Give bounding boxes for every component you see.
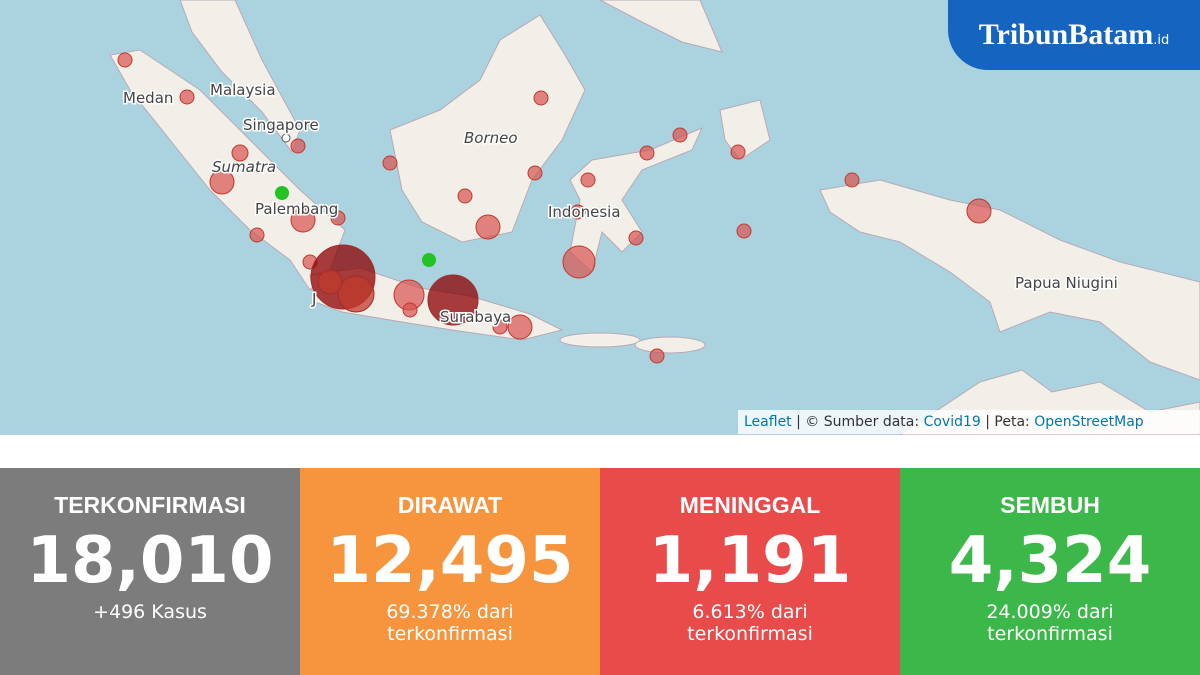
stat-note: 24.009% dari terkonfirmasi bbox=[986, 601, 1114, 645]
map-label: Malaysia bbox=[210, 81, 276, 99]
map-label: Sumatra bbox=[212, 158, 276, 176]
stat-title: TERKONFIRMASI bbox=[54, 492, 246, 518]
stat-card: MENINGGAL 1,191 6.613% dari terkonfirmasi bbox=[600, 468, 900, 675]
stat-value: 18,010 bbox=[26, 524, 274, 598]
stat-value: 1,191 bbox=[648, 524, 852, 598]
stat-card: TERKONFIRMASI 18,010 +496 Kasus bbox=[0, 468, 300, 675]
map-label: J bbox=[311, 290, 316, 308]
map-label: Palembang bbox=[255, 200, 338, 218]
stats: TERKONFIRMASI 18,010 +496 Kasus DIRAWAT 12,4… bbox=[0, 468, 1200, 675]
attribution: Leaflet | © Sumber data: Covid19 | Peta:… bbox=[738, 410, 1200, 434]
stat-value: 12,495 bbox=[326, 524, 574, 598]
map-label: Medan bbox=[123, 89, 173, 107]
osm-link[interactable]: OpenStreetMap bbox=[1034, 414, 1144, 430]
stat-title: SEMBUH bbox=[1000, 492, 1100, 518]
map-label: Papua Niugini bbox=[1015, 274, 1118, 292]
leaflet-link[interactable]: Leaflet bbox=[744, 414, 792, 430]
source-link[interactable]: Covid19 bbox=[923, 414, 981, 430]
map[interactable]: Medan Malaysia Singapore Sumatra Palemba… bbox=[0, 0, 1200, 435]
stat-card: DIRAWAT 12,495 69.378% dari terkonfirmasi bbox=[300, 468, 600, 675]
stat-note: 69.378% dari terkonfirmasi bbox=[386, 601, 514, 645]
logo: TribunBatam .id bbox=[948, 0, 1200, 70]
stat-note: 6.613% dari terkonfirmasi bbox=[687, 601, 813, 645]
stat-title: DIRAWAT bbox=[397, 492, 503, 518]
logo-name: TribunBatam bbox=[978, 18, 1154, 51]
stat-title: MENINGGAL bbox=[679, 492, 821, 518]
attribution-text: | Peta: bbox=[985, 414, 1030, 430]
stat-note: +496 Kasus bbox=[93, 601, 207, 623]
map-label: Indonesia bbox=[548, 203, 621, 221]
attribution-text: | © Sumber data: bbox=[796, 414, 920, 430]
map-label: Singapore bbox=[243, 116, 319, 134]
logo-suffix: .id bbox=[1153, 32, 1170, 48]
stat-card: SEMBUH 4,324 24.009% dari terkonfirmasi bbox=[900, 468, 1200, 675]
map-label: Surabaya bbox=[440, 308, 511, 326]
map-label: Borneo bbox=[464, 129, 518, 147]
stat-value: 4,324 bbox=[948, 524, 1152, 598]
